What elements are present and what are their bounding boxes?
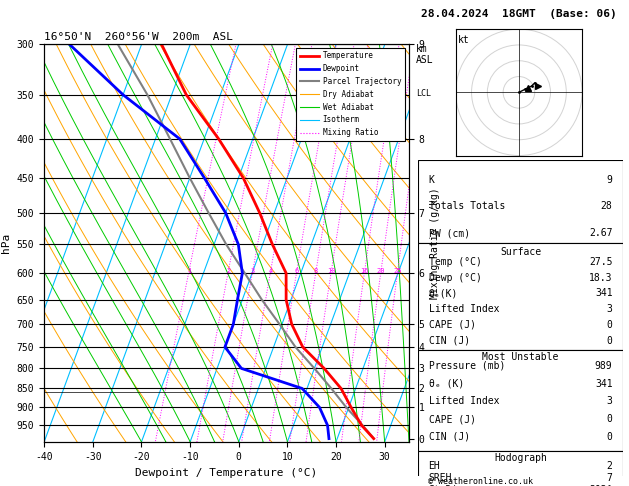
Text: 9: 9 (606, 174, 613, 185)
Text: 25: 25 (393, 268, 402, 275)
Text: Temp (°C): Temp (°C) (428, 257, 481, 267)
Text: 989: 989 (595, 361, 613, 371)
Text: 0: 0 (606, 320, 613, 330)
Text: PW (cm): PW (cm) (428, 228, 470, 238)
Text: Dewp (°C): Dewp (°C) (428, 273, 481, 282)
Text: 7: 7 (606, 473, 613, 483)
Text: SREH: SREH (428, 473, 452, 483)
Text: 28.04.2024  18GMT  (Base: 06): 28.04.2024 18GMT (Base: 06) (421, 9, 617, 19)
Text: 27.5: 27.5 (589, 257, 613, 267)
Text: 10: 10 (327, 268, 335, 275)
Text: 8: 8 (314, 268, 318, 275)
Y-axis label: Mixing Ratio (g/kg): Mixing Ratio (g/kg) (430, 187, 440, 299)
Text: 2: 2 (606, 461, 613, 471)
Text: StmDir: StmDir (428, 485, 464, 486)
Text: 3: 3 (606, 304, 613, 314)
Text: LCL: LCL (416, 89, 431, 98)
X-axis label: Dewpoint / Temperature (°C): Dewpoint / Temperature (°C) (135, 468, 318, 478)
Text: 20: 20 (377, 268, 385, 275)
Text: 28: 28 (601, 201, 613, 211)
Text: 341: 341 (595, 288, 613, 298)
Text: 16: 16 (360, 268, 369, 275)
Text: 3: 3 (606, 397, 613, 406)
Text: 4: 4 (269, 268, 273, 275)
Text: 18.3: 18.3 (589, 273, 613, 282)
Text: Lifted Index: Lifted Index (428, 397, 499, 406)
Text: CIN (J): CIN (J) (428, 336, 470, 346)
Text: Surface: Surface (500, 247, 541, 257)
Text: θₑ (K): θₑ (K) (428, 379, 464, 389)
Text: EH: EH (428, 461, 440, 471)
Text: Pressure (mb): Pressure (mb) (428, 361, 505, 371)
Text: 1: 1 (187, 268, 191, 275)
Text: CAPE (J): CAPE (J) (428, 320, 476, 330)
Text: Totals Totals: Totals Totals (428, 201, 505, 211)
Text: 6: 6 (294, 268, 299, 275)
Text: CAPE (J): CAPE (J) (428, 414, 476, 424)
Text: 302°: 302° (589, 485, 613, 486)
Text: 0: 0 (606, 414, 613, 424)
FancyBboxPatch shape (418, 451, 623, 486)
Text: Hodograph: Hodograph (494, 452, 547, 463)
FancyBboxPatch shape (418, 243, 623, 350)
Text: 341: 341 (595, 379, 613, 389)
Text: © weatheronline.co.uk: © weatheronline.co.uk (428, 477, 533, 486)
Text: Most Unstable: Most Unstable (482, 352, 559, 363)
Text: kt: kt (459, 35, 470, 46)
Y-axis label: hPa: hPa (1, 233, 11, 253)
Text: km
ASL: km ASL (416, 44, 434, 65)
Text: θₑ(K): θₑ(K) (428, 288, 458, 298)
Text: 0: 0 (606, 336, 613, 346)
Legend: Temperature, Dewpoint, Parcel Trajectory, Dry Adiabat, Wet Adiabat, Isotherm, Mi: Temperature, Dewpoint, Parcel Trajectory… (296, 48, 405, 141)
Text: K: K (428, 174, 435, 185)
Text: 0: 0 (606, 432, 613, 442)
Text: CIN (J): CIN (J) (428, 432, 470, 442)
Text: 3: 3 (250, 268, 255, 275)
Text: 2: 2 (226, 268, 230, 275)
FancyBboxPatch shape (418, 350, 623, 451)
Text: 2.67: 2.67 (589, 228, 613, 238)
FancyBboxPatch shape (418, 160, 623, 243)
Text: 16°50'N  260°56'W  200m  ASL: 16°50'N 260°56'W 200m ASL (44, 32, 233, 42)
Text: Lifted Index: Lifted Index (428, 304, 499, 314)
